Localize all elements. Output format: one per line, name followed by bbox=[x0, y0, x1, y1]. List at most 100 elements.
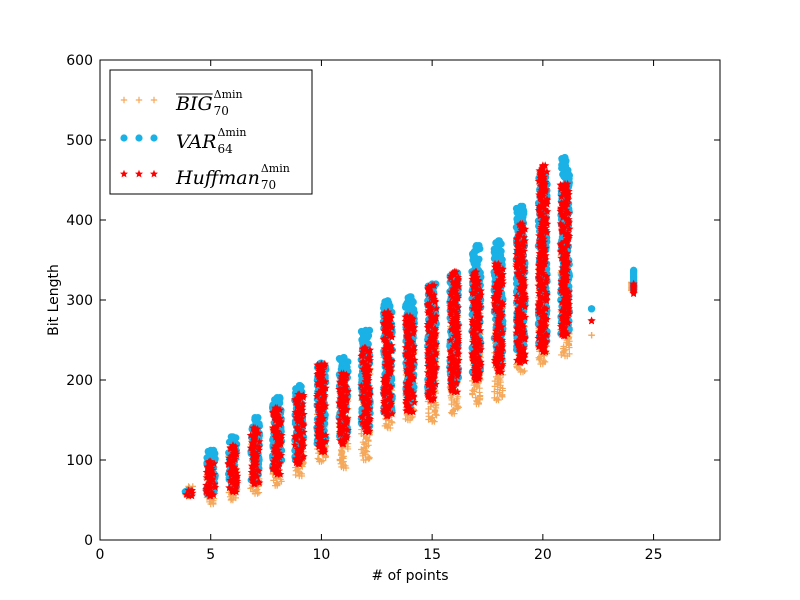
data-point bbox=[386, 328, 395, 337]
data-point bbox=[556, 219, 565, 228]
data-point bbox=[386, 363, 395, 372]
data-point bbox=[336, 411, 345, 419]
data-point bbox=[537, 275, 545, 284]
data-point-max bbox=[494, 259, 503, 268]
data-point bbox=[230, 480, 239, 488]
data-point bbox=[321, 377, 330, 386]
data-point bbox=[255, 437, 264, 446]
data-point bbox=[366, 345, 374, 354]
data-point bbox=[557, 198, 566, 207]
data-point bbox=[405, 390, 413, 399]
data-point bbox=[534, 281, 543, 290]
legend-marker bbox=[135, 96, 143, 104]
data-point bbox=[425, 376, 434, 385]
data-point bbox=[498, 328, 507, 336]
data-point bbox=[513, 323, 522, 332]
data-point bbox=[534, 342, 543, 351]
data-point bbox=[476, 326, 485, 335]
data-point bbox=[452, 378, 461, 386]
data-point bbox=[471, 360, 480, 368]
data-point bbox=[381, 312, 390, 320]
data-point bbox=[358, 385, 367, 394]
data-point bbox=[290, 440, 299, 449]
data-point bbox=[517, 312, 526, 320]
data-point bbox=[430, 369, 439, 378]
data-point bbox=[538, 282, 547, 291]
data-point bbox=[560, 308, 569, 317]
data-point bbox=[431, 324, 440, 332]
data-point bbox=[499, 279, 507, 288]
data-point bbox=[452, 289, 461, 298]
data-point bbox=[512, 258, 521, 267]
data-point bbox=[517, 308, 526, 317]
data-point bbox=[449, 320, 458, 328]
data-point-min bbox=[361, 427, 370, 436]
data-point bbox=[498, 265, 507, 273]
data-point bbox=[275, 458, 284, 467]
data-point bbox=[387, 390, 395, 399]
data-point bbox=[277, 476, 284, 483]
data-point bbox=[454, 356, 463, 364]
data-point bbox=[407, 319, 416, 327]
data-point bbox=[562, 249, 571, 257]
data-point-min bbox=[517, 368, 524, 376]
legend-marker bbox=[150, 169, 158, 178]
data-point bbox=[519, 257, 528, 266]
data-point bbox=[314, 378, 323, 387]
data-point bbox=[565, 224, 574, 233]
data-point bbox=[497, 308, 506, 316]
data-point bbox=[386, 382, 395, 390]
data-point-min bbox=[383, 411, 392, 420]
data-point-min bbox=[362, 456, 369, 464]
data-point bbox=[425, 318, 434, 326]
x-tick-label: 5 bbox=[206, 547, 215, 563]
y-axis-label: Bit Length bbox=[46, 264, 62, 336]
data-point bbox=[335, 415, 344, 424]
data-point bbox=[275, 449, 283, 457]
data-point-min bbox=[206, 491, 215, 500]
legend-label: BIG bbox=[175, 93, 213, 115]
data-point-min bbox=[273, 470, 282, 478]
data-point bbox=[449, 407, 457, 414]
data-point bbox=[321, 401, 330, 410]
data-point bbox=[409, 392, 418, 400]
legend-marker bbox=[150, 96, 158, 104]
data-point bbox=[404, 339, 413, 347]
data-point bbox=[515, 282, 524, 291]
data-point bbox=[293, 422, 302, 431]
x-tick-label: 0 bbox=[96, 547, 105, 563]
data-point bbox=[226, 443, 235, 452]
data-point bbox=[343, 426, 352, 434]
legend-subscript: 70 bbox=[214, 104, 229, 118]
data-point bbox=[403, 368, 412, 377]
data-point-min bbox=[428, 418, 436, 425]
data-point-min bbox=[451, 410, 458, 417]
data-point bbox=[406, 385, 415, 394]
data-point bbox=[360, 399, 369, 407]
data-point bbox=[299, 428, 308, 436]
data-point bbox=[276, 414, 285, 422]
data-point bbox=[565, 287, 573, 296]
data-point-min bbox=[494, 367, 503, 376]
data-point bbox=[225, 483, 234, 492]
data-point bbox=[557, 210, 566, 218]
data-point bbox=[446, 302, 455, 311]
data-point bbox=[536, 211, 545, 220]
data-point bbox=[202, 485, 211, 493]
data-point bbox=[405, 357, 414, 365]
data-point bbox=[430, 290, 439, 299]
data-point bbox=[254, 477, 263, 486]
data-point bbox=[557, 185, 565, 193]
data-point bbox=[564, 190, 573, 198]
data-point bbox=[518, 320, 527, 329]
data-point bbox=[520, 247, 529, 255]
data-point bbox=[361, 373, 370, 381]
data-point bbox=[362, 383, 371, 392]
data-point bbox=[535, 292, 544, 300]
data-point bbox=[537, 298, 546, 307]
data-point bbox=[402, 352, 411, 361]
data-point-min bbox=[318, 458, 325, 465]
data-point-max bbox=[251, 414, 259, 422]
data-point bbox=[556, 180, 565, 189]
